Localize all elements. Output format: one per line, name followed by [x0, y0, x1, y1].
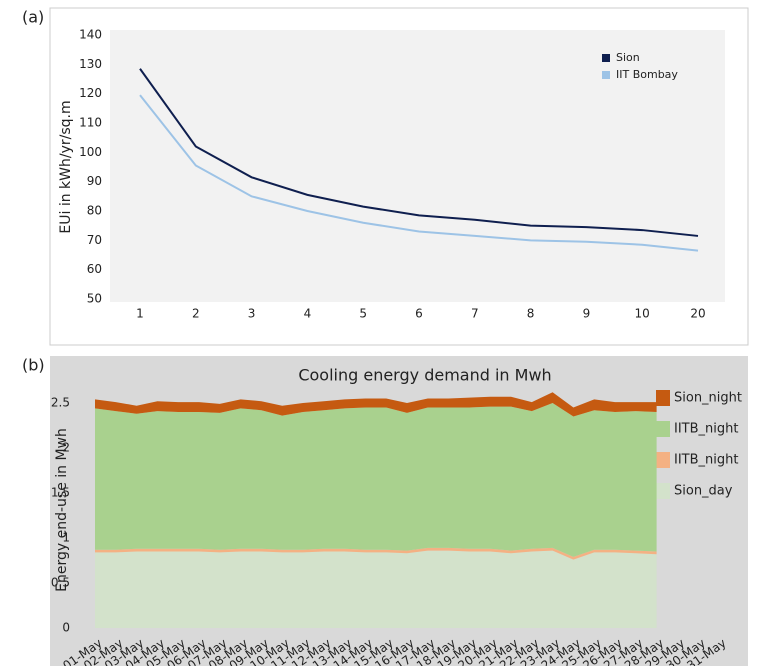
y-tick-label: 80	[87, 204, 102, 218]
y-tick-label: 50	[87, 292, 102, 306]
legend-swatch	[656, 421, 670, 437]
series-area	[95, 547, 657, 560]
y-tick-label: 90	[87, 174, 102, 188]
x-tick-label: 6	[415, 307, 423, 321]
x-tick-label: 10	[635, 307, 650, 321]
y-tick-label: 1.5	[51, 486, 70, 500]
y-tick-label: 60	[87, 262, 102, 276]
series-line	[139, 94, 699, 252]
y-axis-label: EUi in kWh/yr/sq.m	[58, 100, 74, 233]
legend-label: Sion	[616, 51, 640, 64]
y-tick-label: 100	[79, 145, 102, 159]
panel-label: (a)	[22, 8, 44, 27]
legend-label: IIT Bombay	[616, 68, 678, 81]
x-tick-label: 8	[527, 307, 535, 321]
series-line	[139, 68, 699, 237]
x-tick-label: 4	[304, 307, 312, 321]
y-tick-label: 120	[79, 86, 102, 100]
y-tick-label: 0	[62, 621, 70, 635]
y-tick-label: 0.5	[51, 576, 70, 590]
y-tick-label: 140	[79, 28, 102, 42]
x-tick-label: 7	[471, 307, 479, 321]
y-tick-label: 130	[79, 57, 102, 71]
series-area	[95, 403, 657, 557]
x-tick-label: 9	[583, 307, 591, 321]
x-tick-label: 1	[136, 307, 144, 321]
legend-label: IITB_night	[674, 422, 738, 437]
x-tick-label: 2	[192, 307, 200, 321]
y-tick-label: 2	[62, 441, 70, 455]
x-tick-label: 3	[248, 307, 256, 321]
legend-swatch	[602, 54, 610, 62]
legend-label: Sion_day	[674, 484, 733, 499]
chart-title: Cooling energy demand in Mwh	[298, 366, 551, 385]
legend-swatch	[602, 71, 610, 79]
panel-label: (b)	[22, 356, 45, 375]
x-tick-label: 5	[359, 307, 367, 321]
series-area	[95, 392, 657, 417]
y-axis-label: Energy end-use in Mwh	[54, 428, 70, 592]
y-tick-label: 110	[79, 116, 102, 130]
legend-swatch	[656, 390, 670, 406]
series-area	[95, 550, 657, 628]
y-tick-label: 2.5	[51, 396, 70, 410]
legend-swatch	[656, 452, 670, 468]
legend-label: Sion_night	[674, 391, 742, 406]
x-tick-label: 20	[690, 307, 705, 321]
y-tick-label: 1	[62, 531, 70, 545]
legend-label: IITB_night	[674, 453, 738, 468]
y-tick-label: 70	[87, 233, 102, 247]
plot-area-a	[110, 30, 725, 302]
legend-swatch	[656, 483, 670, 499]
